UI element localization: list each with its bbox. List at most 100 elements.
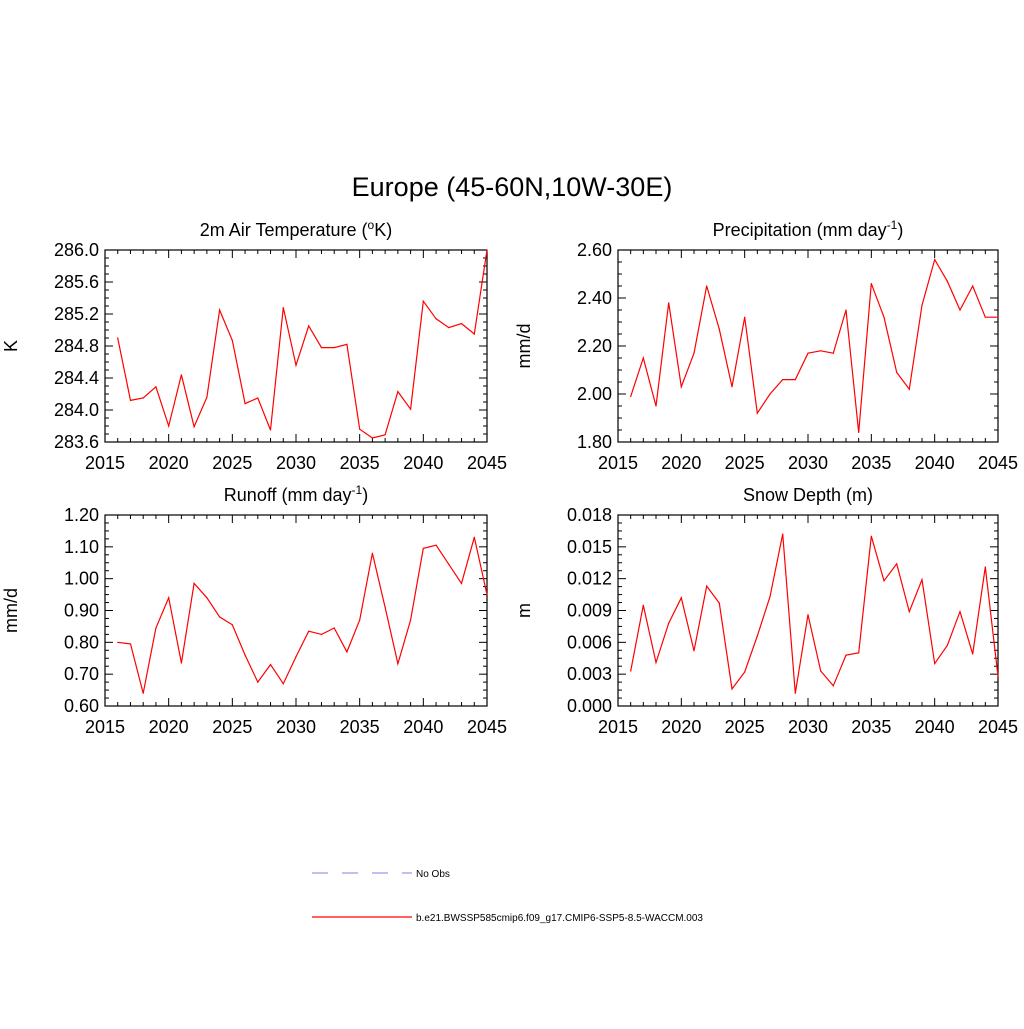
data-point — [435, 318, 437, 320]
data-point — [744, 316, 746, 318]
data-point — [655, 661, 657, 664]
y-tick-label: 0.003 — [567, 664, 612, 684]
panel-title-suffix: ) — [362, 485, 368, 505]
data-point — [371, 437, 373, 439]
data-point — [959, 610, 961, 613]
data-point — [794, 692, 796, 694]
data-point — [448, 563, 450, 565]
data-point — [756, 412, 758, 414]
data-point — [180, 374, 182, 376]
data-point — [257, 397, 259, 399]
data-point — [870, 283, 872, 285]
panel-title-superscript: -1 — [887, 218, 898, 232]
x-tick-label: 2035 — [340, 717, 380, 737]
y-axis-label: mm/d — [1, 588, 21, 633]
data-point — [858, 652, 860, 654]
data-point — [984, 566, 986, 568]
legend-label: b.e21.BWSSP585cmip6.f09_g17.CMIP6-SSP5-8… — [416, 913, 703, 924]
x-tick-label: 2040 — [915, 717, 955, 737]
data-point — [908, 610, 910, 613]
data-point — [219, 616, 221, 618]
x-tick-label: 2045 — [467, 717, 507, 737]
data-point — [858, 431, 860, 433]
data-point — [219, 309, 221, 311]
data-point — [845, 654, 847, 656]
x-tick-label: 2015 — [598, 453, 638, 473]
data-point — [794, 379, 796, 381]
figure-title: Europe (45-60N,10W-30E) — [352, 172, 673, 202]
x-tick-label: 2015 — [598, 717, 638, 737]
data-point — [807, 352, 809, 354]
panel-title-suffix: ) — [897, 220, 903, 240]
data-point — [946, 644, 948, 647]
data-point — [473, 333, 475, 335]
x-tick-label: 2035 — [851, 453, 891, 473]
data-point — [693, 650, 695, 652]
data-point — [320, 347, 323, 349]
data-point — [946, 280, 948, 282]
y-tick-label: 284.8 — [54, 336, 99, 356]
data-point — [921, 304, 923, 306]
data-point — [921, 579, 923, 581]
x-tick-label: 2025 — [725, 717, 765, 737]
data-point — [997, 675, 999, 677]
x-tick-label: 2045 — [978, 717, 1018, 737]
data-point — [680, 597, 682, 599]
x-tick-label: 2020 — [149, 453, 189, 473]
data-point — [117, 337, 119, 339]
data-point — [473, 536, 475, 538]
data-point — [486, 593, 488, 596]
data-point — [845, 309, 847, 311]
data-point — [630, 395, 632, 397]
panel-title: Runoff (mm day-1) — [224, 483, 368, 505]
data-point — [168, 425, 170, 427]
data-point — [129, 399, 132, 401]
data-point — [680, 386, 682, 388]
data-point — [269, 664, 272, 666]
data-point — [333, 347, 335, 349]
panel-title-suffix: K) — [374, 220, 392, 240]
x-tick-label: 2040 — [915, 453, 955, 473]
y-tick-label: 0.000 — [567, 696, 612, 716]
chart-panel-2: 2015 2020 2025 2030 2035 2040 2045 1.80 2.00 2.20… — [514, 218, 1018, 473]
data-point — [655, 405, 657, 407]
legend-label: No Obs — [416, 869, 450, 880]
data-point — [642, 357, 644, 359]
chart-panel-4: 2015 2020 2025 2030 2035 2040 2045 0.000 0.003 0.… — [514, 485, 1018, 737]
data-point — [448, 327, 450, 329]
data-point — [693, 352, 695, 354]
x-tick-label: 2015 — [85, 717, 125, 737]
data-point — [193, 582, 195, 585]
data-point — [997, 316, 999, 318]
y-tick-label: 285.2 — [54, 304, 99, 324]
panel-title-text: Snow Depth (m) — [743, 485, 873, 505]
y-tick-label: 0.018 — [567, 505, 612, 525]
data-point — [168, 597, 170, 599]
x-tick-label: 2030 — [788, 453, 828, 473]
data-point — [397, 391, 399, 393]
data-point — [744, 671, 746, 673]
data-point — [908, 388, 910, 390]
y-axis-label: m — [514, 603, 534, 618]
y-tick-label: 284.4 — [54, 368, 99, 388]
y-tick-label: 2.00 — [577, 384, 612, 404]
data-point — [934, 662, 936, 665]
data-point — [410, 619, 412, 621]
data-point — [870, 535, 872, 537]
data-point — [244, 654, 246, 656]
series-line — [117, 249, 488, 439]
data-point — [320, 633, 323, 635]
data-point — [397, 663, 399, 665]
panel-title: 2m Air Temperature (oK) — [200, 218, 392, 240]
data-point — [117, 641, 119, 643]
data-point — [295, 364, 297, 366]
data-point — [756, 635, 758, 637]
series-line — [630, 258, 998, 433]
data-point — [731, 386, 733, 388]
data-point — [782, 533, 784, 535]
x-tick-label: 2025 — [212, 453, 252, 473]
y-tick-label: 1.20 — [64, 505, 99, 525]
x-tick-label: 2035 — [851, 717, 891, 737]
